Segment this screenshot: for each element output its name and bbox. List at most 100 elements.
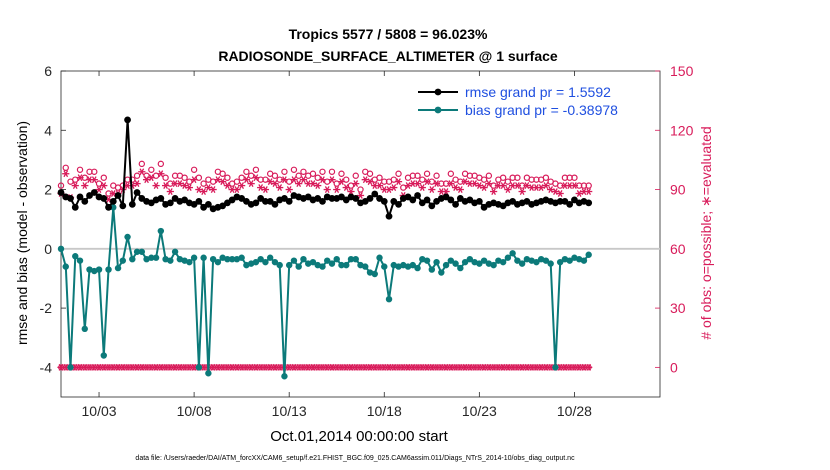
- bias-point: [119, 257, 127, 264]
- rmse-point: [475, 198, 483, 205]
- obs-possible-point: [81, 174, 88, 181]
- obs-possible-point: [95, 180, 103, 187]
- obs-evaluated-point: [152, 182, 160, 190]
- bias-point: [81, 325, 88, 333]
- obs-possible-point: [338, 170, 345, 177]
- obs-possible-point: [162, 174, 169, 181]
- bias-point: [414, 264, 421, 272]
- rmse-point: [67, 195, 74, 202]
- obs-evaluated-point: [314, 182, 322, 190]
- bias-point: [552, 364, 559, 371]
- y-tick-label: -4: [40, 359, 53, 375]
- obs-evaluated-point: [185, 184, 193, 192]
- bias-point: [157, 227, 165, 235]
- rmse-point: [166, 199, 174, 207]
- chart-title: Tropics 5577 / 5808 = 96.023%: [289, 26, 488, 42]
- rmse-point: [285, 198, 293, 205]
- rmse-point: [271, 200, 279, 208]
- obs-evaluated-point: [542, 182, 550, 190]
- obs-evaluated-low-point: [585, 363, 593, 371]
- rmse-point: [409, 196, 417, 204]
- obs-evaluated-point: [219, 178, 227, 186]
- obs-evaluated-point: [347, 188, 355, 195]
- x-tick-label: 10/28: [557, 403, 592, 419]
- obs-evaluated-point: [375, 182, 384, 190]
- bias-point: [385, 296, 393, 303]
- rmse-point: [100, 195, 108, 202]
- bias-point: [285, 261, 293, 269]
- x-tick-label: 10/03: [82, 403, 117, 419]
- obs-evaluated-point: [166, 188, 174, 195]
- rmse-point: [204, 200, 212, 208]
- obs-evaluated-point: [81, 182, 89, 190]
- obs-evaluated-point: [428, 186, 436, 193]
- bias-point: [547, 260, 554, 267]
- obs-evaluated-point: [233, 186, 241, 193]
- obs-possible-point: [300, 168, 307, 175]
- rmse-point: [328, 195, 336, 202]
- obs-possible-point: [247, 172, 255, 179]
- obs-possible-point: [419, 176, 426, 183]
- bias-point: [57, 245, 65, 253]
- bias-point: [266, 254, 274, 261]
- bias-point: [238, 254, 245, 261]
- bias-point: [195, 364, 203, 371]
- y-tick-label: 6: [44, 63, 52, 79]
- rmse-point: [447, 196, 455, 204]
- obs-evaluated-point: [209, 186, 217, 193]
- y2-tick-label: 30: [670, 300, 686, 316]
- obs-possible-point: [328, 168, 336, 175]
- obs-evaluated-point: [100, 182, 108, 190]
- bias-point: [533, 258, 540, 266]
- bias-point: [309, 258, 317, 266]
- rmse-point: [566, 200, 574, 208]
- rmse-point: [371, 190, 379, 198]
- obs-possible-point: [200, 180, 207, 187]
- rmse-point: [395, 200, 402, 208]
- obs-possible-point: [148, 166, 155, 173]
- obs-possible-point: [347, 182, 355, 189]
- obs-evaluated-point: [333, 186, 341, 193]
- bias-point: [252, 258, 260, 266]
- bias-point: [214, 258, 222, 266]
- rmse-point: [414, 192, 421, 199]
- bias-point: [186, 258, 193, 266]
- obs-possible-point: [209, 178, 217, 185]
- bias-point: [381, 263, 388, 270]
- legend-label-rmse: rmse grand pr = 1.5592: [465, 84, 611, 100]
- bias-point: [362, 263, 369, 270]
- bias-point: [209, 255, 217, 263]
- chart-subtitle: RADIOSONDE_SURFACE_ALTIMETER @ 1 surface: [218, 48, 558, 64]
- rmse-point: [385, 212, 393, 220]
- bias-point: [428, 266, 436, 273]
- obs-evaluated-point: [71, 182, 79, 190]
- obs-possible-point: [152, 172, 160, 179]
- obs-possible-point: [190, 166, 198, 173]
- obs-possible-point: [252, 166, 260, 173]
- bias-point: [438, 269, 445, 276]
- bias-point: [95, 266, 103, 273]
- rmse-point: [252, 199, 260, 207]
- y2-tick-label: 0: [670, 359, 678, 375]
- obs-evaluated-point: [328, 176, 336, 184]
- rmse-point: [319, 198, 326, 205]
- obs-possible-point: [195, 174, 203, 181]
- bias-point: [518, 260, 526, 267]
- bias-point: [371, 270, 378, 278]
- legend-box: [412, 78, 654, 124]
- y-tick-label: -2: [40, 300, 53, 316]
- bias-point: [504, 254, 512, 261]
- obs-evaluated-point: [200, 188, 208, 195]
- bias-point: [62, 263, 69, 270]
- rmse-series: [57, 116, 593, 220]
- bias-point: [499, 258, 507, 266]
- bias-point: [167, 257, 174, 264]
- bias-point: [433, 258, 440, 266]
- obs-possible-point: [423, 170, 431, 177]
- obs-possible-point: [281, 168, 288, 175]
- obs-possible-point: [262, 176, 269, 183]
- obs-possible-point: [585, 182, 592, 189]
- bias-point: [148, 254, 155, 261]
- bias-line: [60, 207, 590, 377]
